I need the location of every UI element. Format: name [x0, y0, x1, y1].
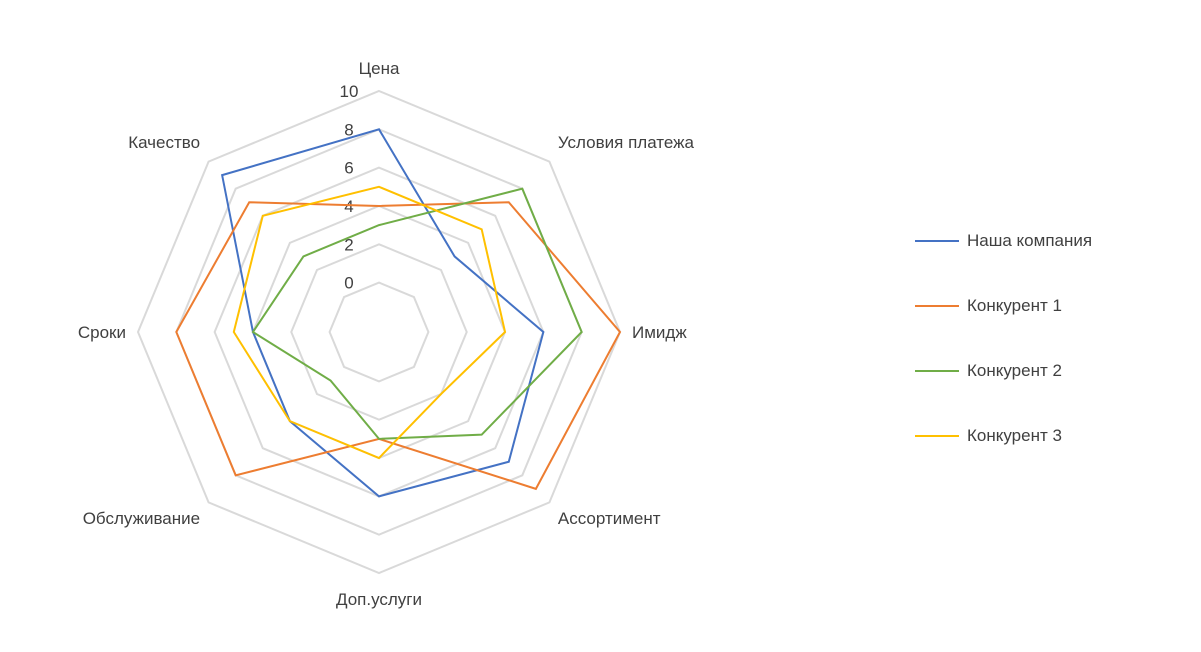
- legend-label: Конкурент 3: [967, 425, 1062, 445]
- grid-ring-10: [136, 89, 622, 575]
- tick-label-4: 4: [344, 197, 353, 216]
- radar-series: [175, 128, 622, 498]
- tick-label-8: 8: [344, 120, 353, 139]
- legend-item-4: Конкурент 3: [915, 403, 1092, 468]
- radial-tick-labels: 0 2 4 6 8 10: [340, 82, 359, 293]
- category-label-4: Ассортимент: [558, 509, 661, 528]
- tick-label-2: 2: [344, 235, 353, 254]
- category-labels: Цена Условия платежа Имидж Ассортимент Доп.у…: [78, 59, 695, 609]
- tick-label-6: 6: [344, 159, 353, 178]
- category-label-1: Цена: [359, 59, 400, 78]
- grid-ring-6: [213, 166, 545, 498]
- series-line-1: [220, 128, 545, 498]
- series-line-4: [232, 185, 507, 460]
- category-label-6: Обслуживание: [83, 509, 200, 528]
- category-label-3: Имидж: [632, 323, 687, 342]
- legend-item-1: Наша компания: [915, 208, 1092, 273]
- category-label-7: Сроки: [78, 323, 126, 342]
- legend: Наша компания Конкурент 1 Конкурент 2 Конку…: [915, 208, 1092, 468]
- legend-label: Конкурент 1: [967, 295, 1062, 315]
- category-label-5: Доп.услуги: [336, 590, 422, 609]
- legend-label: Конкурент 2: [967, 360, 1062, 380]
- legend-swatch: [915, 239, 959, 242]
- radar-grid: [136, 89, 622, 575]
- category-label-2: Условия платежа: [558, 133, 695, 152]
- legend-item-3: Конкурент 2: [915, 338, 1092, 403]
- legend-label: Наша компания: [967, 230, 1093, 250]
- legend-swatch: [915, 369, 959, 372]
- grid-ring-8: [175, 128, 583, 536]
- grid-ring-0: [328, 281, 430, 383]
- tick-label-0: 0: [344, 274, 353, 293]
- legend-item-2: Конкурент 1: [915, 273, 1092, 338]
- category-label-8: Качество: [128, 133, 200, 152]
- legend-swatch: [915, 304, 959, 307]
- legend-swatch: [915, 434, 959, 437]
- series-line-3: [251, 187, 583, 440]
- tick-label-10: 10: [340, 82, 359, 101]
- grid-ring-2: [290, 243, 468, 421]
